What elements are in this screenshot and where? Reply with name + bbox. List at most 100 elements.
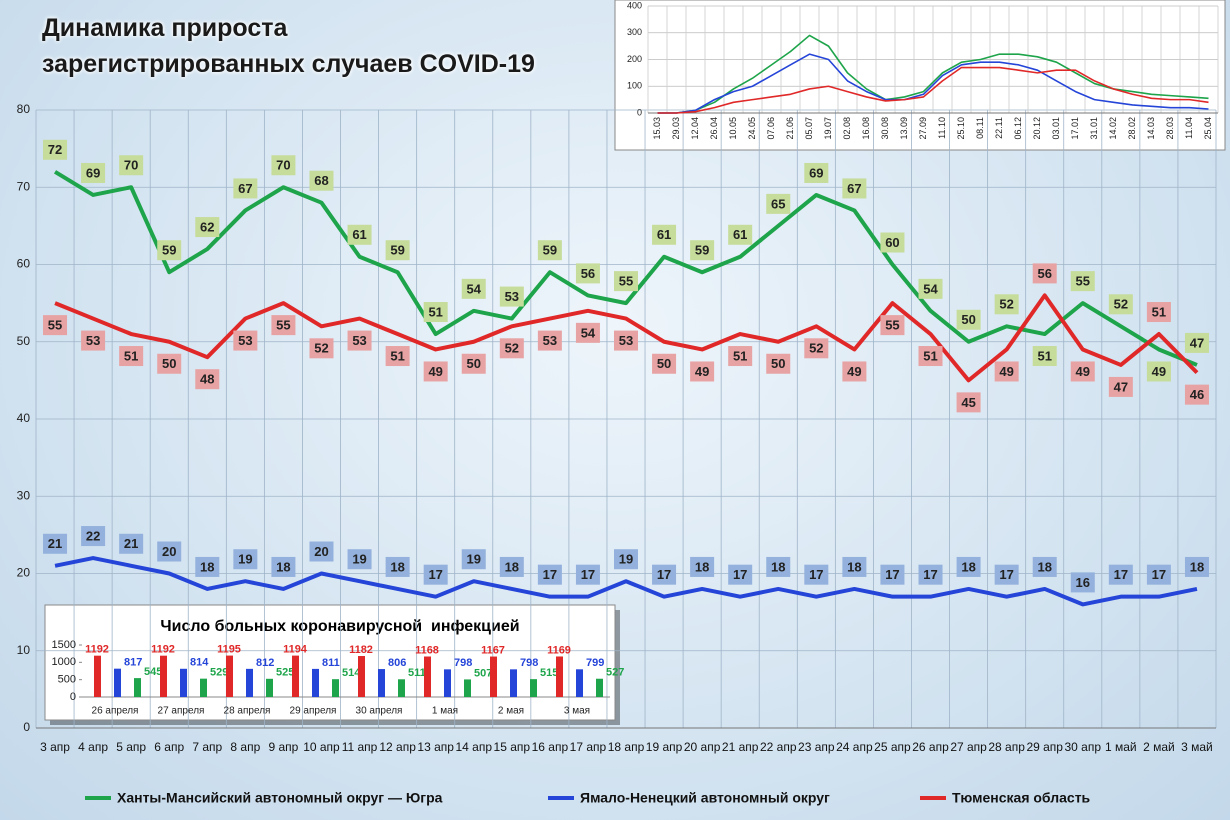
data-label: 17 (885, 567, 899, 582)
data-label: 55 (619, 274, 633, 289)
data-label: 51 (124, 348, 138, 363)
data-label: 20 (314, 544, 328, 559)
data-label: 1192 (151, 644, 175, 656)
label-box (804, 162, 829, 183)
label-box (614, 271, 638, 292)
label-box (728, 564, 753, 585)
label-box (423, 302, 448, 323)
x-tick-label: 25.10 (956, 117, 966, 140)
x-tick-label: 14.03 (1146, 117, 1156, 140)
data-label: 17 (543, 567, 557, 582)
bar (312, 668, 319, 697)
data-label: 18 (961, 559, 975, 574)
label-box (994, 361, 1019, 382)
label-box (423, 361, 448, 382)
data-label: 59 (162, 243, 176, 258)
data-label: 47 (1190, 335, 1204, 350)
data-label: 54 (923, 281, 938, 296)
label-box (994, 294, 1019, 315)
x-tick-label: 10.05 (728, 117, 738, 140)
data-label: 69 (86, 165, 100, 180)
x-tick-label: 3 май (1181, 740, 1213, 754)
label-box (804, 564, 829, 585)
bar (180, 668, 187, 697)
data-label: 51 (1152, 304, 1166, 319)
bar (292, 655, 299, 697)
y-tick-label: 400 (627, 0, 642, 10)
data-label: 53 (505, 289, 519, 304)
label-box (233, 330, 258, 351)
y-tick-label: 50 (17, 334, 31, 348)
y-tick-label: 0 (637, 107, 642, 117)
data-label: 48 (200, 372, 214, 387)
label-box (271, 315, 296, 336)
y-tick-label: 300 (627, 27, 642, 37)
data-label: 65 (771, 196, 785, 211)
label-box (880, 232, 905, 253)
label-box (1184, 556, 1209, 577)
data-label: 811 (322, 657, 340, 669)
data-label: 799 (586, 657, 604, 669)
label-box (994, 564, 1019, 585)
data-label: 798 (454, 657, 472, 669)
x-tick-label: 16.08 (861, 117, 871, 140)
data-label: 1182 (349, 644, 373, 656)
data-label: 17 (1152, 567, 1166, 582)
x-tick-label: 30.08 (880, 117, 890, 140)
y-tick-label: 0 (70, 691, 76, 703)
data-label: 50 (467, 356, 481, 371)
y-tick-label: 30 (17, 488, 31, 502)
label-box (1070, 572, 1095, 593)
data-label: 1194 (283, 644, 308, 656)
x-tick-label: 26 апр (912, 740, 949, 754)
x-tick-label: 05.07 (804, 117, 814, 140)
data-label: 17 (923, 567, 937, 582)
data-label: 17 (733, 567, 747, 582)
label-box (1108, 564, 1133, 585)
data-label: 21 (124, 536, 138, 551)
label-box (690, 361, 715, 382)
y-tick-label: 100 (627, 81, 642, 91)
data-label: 53 (238, 333, 252, 348)
label-box (157, 353, 182, 374)
bar (134, 678, 141, 697)
x-tick-label: 11.04 (1184, 117, 1194, 139)
x-tick-label: 11 апр (341, 740, 378, 754)
label-box (728, 224, 753, 245)
bar (576, 669, 583, 697)
data-label: 19 (352, 552, 366, 567)
inset-bottom-box (44, 604, 616, 721)
label-box (385, 556, 410, 577)
bar (160, 655, 167, 697)
x-tick-label: 22 апр (759, 740, 797, 754)
data-label: 59 (543, 243, 557, 258)
bar (378, 669, 385, 697)
x-tick-label: 1 май (1105, 740, 1137, 754)
x-tick-label: 25.04 (1203, 117, 1213, 140)
y-tick-label: 10 (17, 643, 31, 657)
data-label: 50 (162, 356, 176, 371)
x-tick-label: 27.09 (918, 117, 928, 140)
label-box (766, 193, 791, 214)
label-box (1108, 294, 1133, 315)
data-label: 18 (505, 559, 519, 574)
label-box (614, 549, 638, 570)
data-label: 1169 (547, 644, 571, 656)
label-box (766, 556, 791, 577)
x-tick-label: 3 мая (564, 706, 590, 717)
data-label: 47 (1114, 379, 1128, 394)
label-box (157, 240, 182, 261)
data-label: 62 (200, 219, 214, 234)
data-label: 50 (961, 312, 975, 327)
label-box (652, 564, 677, 585)
label-box (842, 178, 867, 199)
data-label: 21 (48, 536, 62, 551)
x-tick-label: 19.07 (823, 117, 833, 140)
label-box (119, 346, 144, 367)
x-tick-label: 28.02 (1127, 117, 1137, 140)
x-tick-label: 31.01 (1089, 117, 1099, 140)
data-label: 17 (1114, 567, 1128, 582)
label-box (918, 346, 943, 367)
label-box (1032, 556, 1057, 577)
x-tick-label: 03.01 (1051, 117, 1061, 140)
